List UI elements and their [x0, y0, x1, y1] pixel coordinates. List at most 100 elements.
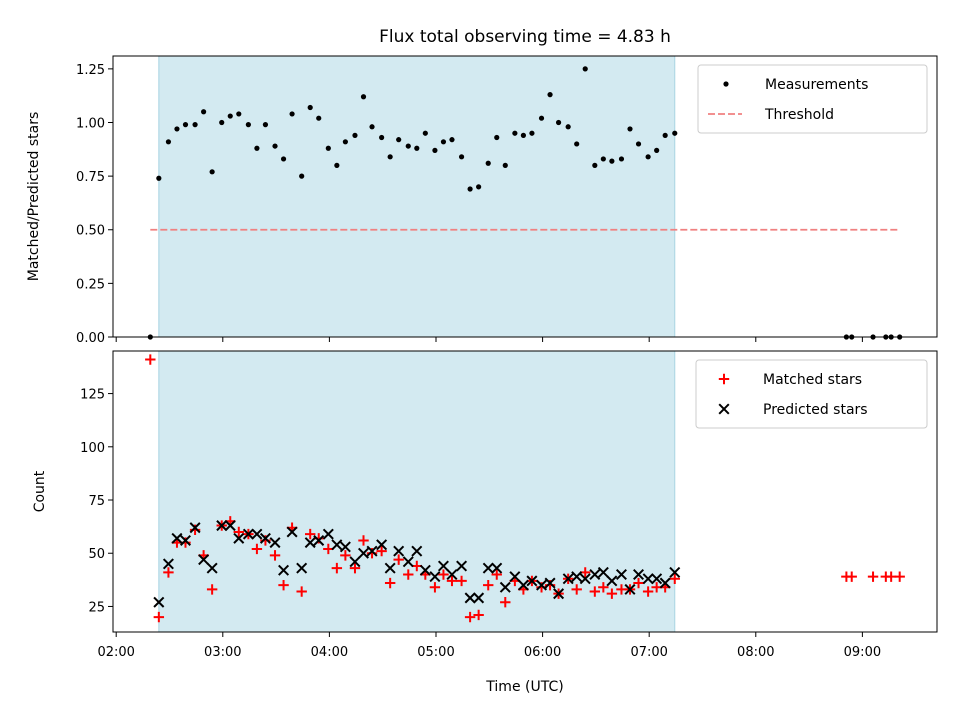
matched-stars-point — [251, 543, 263, 555]
predicted-stars-point — [402, 556, 414, 568]
top-legend: Measurements Threshold — [697, 64, 928, 134]
measurements-point — [262, 122, 269, 128]
measurements-point — [299, 173, 305, 179]
measurements-point — [662, 132, 668, 138]
predicted-stars-point — [597, 566, 609, 578]
bottom-y-axis-label: Count — [32, 470, 48, 512]
matched-stars-point — [269, 550, 281, 561]
measurements-point — [396, 137, 402, 143]
matched-stars-point — [393, 554, 404, 565]
predicted-stars-point — [313, 534, 325, 546]
measurements-point — [414, 145, 420, 151]
bottom-legend: Matched stars Predicted stars — [695, 359, 928, 429]
matched-stars-point — [500, 596, 511, 608]
matched-stars-point — [669, 573, 680, 584]
chart-title: Flux total observing time = 4.83 h — [379, 27, 671, 47]
matched-stars-point — [867, 571, 879, 582]
measurements-point — [174, 126, 180, 132]
matched-stars-point — [598, 582, 609, 593]
predicted-stars-point — [544, 577, 556, 589]
top-legend-box — [697, 64, 928, 134]
top-y-tick-label: 0.75 — [76, 170, 105, 185]
predicted-stars-point — [473, 592, 485, 604]
predicted-stars-point — [562, 573, 574, 585]
legend-predicted-marker — [718, 403, 730, 415]
measurements-point — [592, 162, 598, 168]
top-y-axis-label: Matched/Predicted stars — [26, 112, 42, 282]
predicted-stars-point — [624, 583, 636, 595]
x-tick-label: 06:00 — [524, 645, 561, 660]
measurements-point — [325, 145, 331, 151]
matched-stars-point — [296, 586, 307, 597]
predicted-stars-point — [446, 569, 458, 581]
measurements-point — [192, 122, 198, 128]
predicted-stars-point — [393, 545, 405, 557]
predicted-stars-point — [339, 541, 351, 553]
bottom-observing-window — [158, 351, 675, 632]
measurements-point — [432, 147, 438, 153]
predicted-stars-point — [411, 545, 423, 557]
matched-stars-point — [456, 575, 467, 587]
measurements-point — [342, 139, 348, 145]
matched-stars-point — [491, 569, 502, 580]
measurements-point — [254, 145, 260, 151]
predicted-stars-point — [251, 528, 263, 540]
legend-measurements-marker — [723, 81, 729, 87]
predicted-stars-point — [509, 571, 521, 583]
bottom-y-tick-label: 25 — [88, 600, 105, 615]
legend-label-threshold: Threshold — [764, 107, 834, 123]
predicted-stars-point — [526, 575, 538, 587]
predicted-stars-point — [171, 532, 183, 544]
matched-stars-point — [464, 611, 476, 623]
matched-stars-point — [340, 550, 351, 561]
x-tick-label: 05:00 — [417, 645, 454, 660]
measurements-point — [494, 134, 500, 141]
matched-stars-point — [278, 579, 289, 591]
predicted-stars-point — [376, 539, 388, 551]
measurements-point — [512, 130, 518, 136]
x-tick-label: 03:00 — [204, 645, 241, 660]
measurements-point — [547, 92, 553, 98]
predicted-stars-point — [206, 562, 218, 574]
legend-label-measurements: Measurements — [765, 77, 868, 93]
measurements-point — [449, 137, 455, 143]
predicted-stars-point — [464, 592, 476, 604]
predicted-stars-point — [499, 581, 511, 593]
measurements-point — [555, 119, 562, 126]
legend-matched-marker — [718, 373, 730, 385]
bottom-legend-box — [695, 359, 928, 429]
predicted-stars-point — [491, 562, 503, 574]
predicted-stars-point — [286, 526, 298, 538]
measurements-point — [422, 130, 428, 136]
measurements-point — [272, 143, 278, 149]
measurements-point — [280, 156, 287, 162]
predicted-stars-point — [579, 573, 591, 585]
predicted-stars-point — [357, 547, 370, 559]
bottom-axes-frame — [112, 350, 938, 633]
predicted-stars-point — [304, 537, 316, 549]
predicted-stars-point — [437, 560, 449, 572]
measurements-point — [609, 158, 615, 164]
matched-stars-point — [145, 354, 156, 365]
predicted-stars-point — [651, 573, 663, 585]
measurements-point — [654, 147, 660, 153]
matched-stars-point — [438, 569, 449, 580]
bottom-y-tick-label: 75 — [88, 494, 105, 509]
matched-stars-point — [446, 575, 458, 587]
predicted-stars-point — [536, 579, 548, 591]
matched-stars-point — [606, 588, 618, 599]
measurements-point — [227, 113, 233, 119]
predicted-stars-point — [615, 569, 627, 581]
measurements-point — [565, 124, 571, 130]
predicted-stars-point — [259, 532, 271, 544]
predicted-stars-point — [642, 573, 654, 585]
x-axis-label: Time (UTC) — [485, 679, 563, 695]
predicted-stars-point — [659, 577, 671, 589]
x-tick-label: 07:00 — [630, 645, 667, 660]
x-tick-label: 09:00 — [844, 645, 881, 660]
measurements-point — [245, 122, 251, 128]
measurements-point — [156, 175, 162, 181]
measurements-point — [600, 156, 606, 162]
measurements-point — [627, 126, 633, 132]
